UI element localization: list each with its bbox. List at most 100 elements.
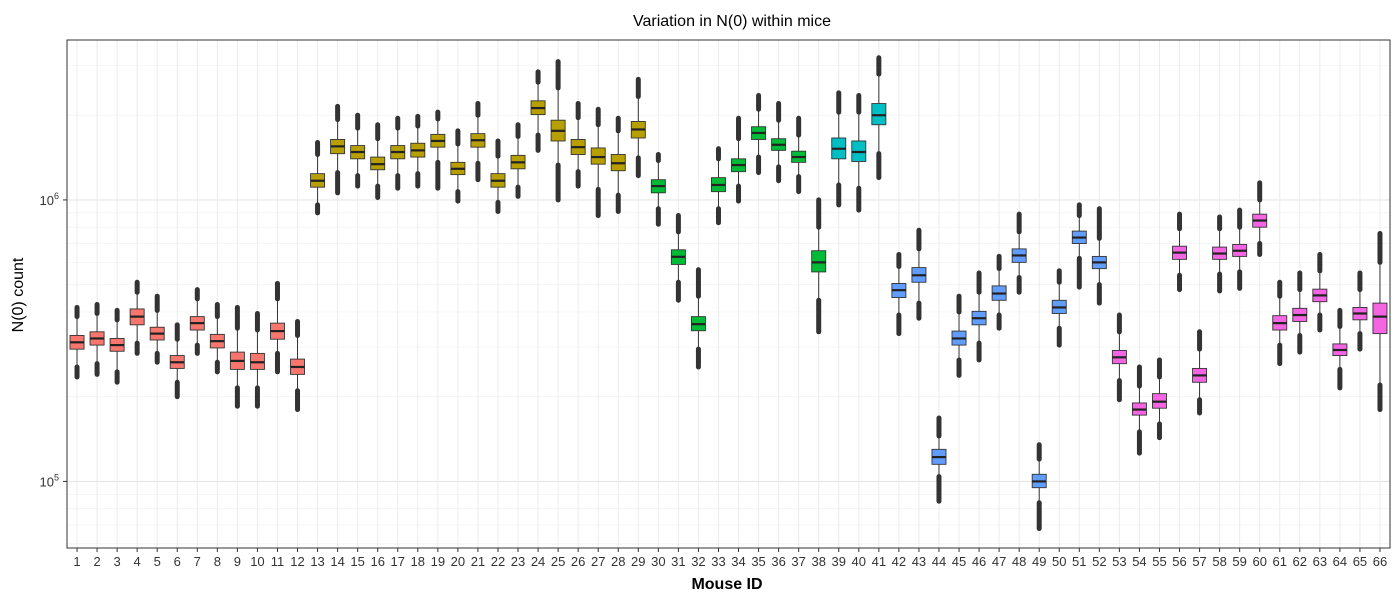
box-mouse-63 — [1312, 251, 1328, 333]
box-mouse-6 — [169, 322, 185, 400]
x-tick-label: 46 — [972, 554, 986, 569]
box-mouse-45 — [951, 293, 967, 378]
chart-title: Variation in N(0) within mice — [633, 13, 831, 30]
x-tick-label: 39 — [832, 554, 846, 569]
x-tick-label: 7 — [194, 554, 201, 569]
box-mouse-62 — [1292, 270, 1308, 355]
x-tick-label: 16 — [370, 554, 384, 569]
box-mouse-2 — [89, 302, 105, 377]
box-mouse-5 — [149, 293, 165, 365]
box-mouse-49 — [1031, 442, 1047, 532]
box-mouse-50 — [1051, 268, 1067, 348]
x-tick-label: 10 — [250, 554, 264, 569]
x-tick-label: 2 — [93, 554, 100, 569]
x-tick-label: 57 — [1192, 554, 1206, 569]
panel-border — [66, 39, 1391, 549]
box-mouse-20 — [450, 128, 466, 204]
box-mouse-1 — [69, 304, 85, 380]
x-tick-label: 1 — [73, 554, 80, 569]
box-mouse-59 — [1232, 207, 1248, 291]
box-mouse-10 — [249, 310, 265, 409]
box-mouse-57 — [1192, 329, 1208, 416]
box-mouse-41 — [871, 55, 887, 181]
x-tick-label: 58 — [1212, 554, 1226, 569]
x-tick-label: 41 — [872, 554, 886, 569]
box-mouse-13 — [310, 139, 326, 216]
box-mouse-33 — [711, 146, 726, 226]
box-mouse-64 — [1332, 307, 1348, 391]
box-mouse-46 — [971, 270, 987, 363]
box-mouse-22 — [490, 138, 506, 214]
box-mouse-58 — [1212, 214, 1228, 294]
x-tick-label: 38 — [811, 554, 825, 569]
x-tick-label: 20 — [451, 554, 465, 569]
box-mouse-12 — [290, 318, 305, 413]
x-tick-label: 50 — [1052, 554, 1066, 569]
x-tick-label: 26 — [571, 554, 585, 569]
x-tick-label: 22 — [491, 554, 505, 569]
box-mouse-7 — [189, 287, 205, 356]
x-tick-label: 24 — [531, 554, 545, 569]
panel-background — [67, 40, 1390, 548]
box-mouse-51 — [1071, 202, 1087, 290]
x-tick-label: 4 — [134, 554, 141, 569]
x-tick-label: 63 — [1313, 554, 1327, 569]
box-mouse-8 — [209, 302, 225, 375]
x-tick-label: 18 — [411, 554, 425, 569]
boxes — [69, 55, 1388, 532]
grid — [67, 40, 1390, 548]
x-tick-label: 36 — [771, 554, 785, 569]
x-tick-label: 43 — [912, 554, 926, 569]
x-tick-label: 19 — [431, 554, 445, 569]
box-mouse-38 — [811, 197, 827, 335]
x-tick-label: 34 — [731, 554, 745, 569]
x-tick-label: 25 — [551, 554, 565, 569]
y-tick-label: 105 — [40, 472, 59, 489]
box-mouse-48 — [1011, 211, 1027, 295]
x-tick-label: 55 — [1152, 554, 1166, 569]
box-mouse-11 — [270, 280, 285, 375]
box-iqr — [1372, 302, 1388, 335]
x-tick-label: 62 — [1293, 554, 1307, 569]
x-tick-label: 61 — [1273, 554, 1287, 569]
box-mouse-25 — [550, 59, 566, 203]
box-mouse-16 — [370, 122, 386, 201]
box-mouse-37 — [791, 115, 807, 195]
x-tick-label: 15 — [350, 554, 364, 569]
box-mouse-28 — [610, 115, 626, 214]
box-mouse-54 — [1131, 364, 1147, 456]
x-tick-label: 45 — [952, 554, 966, 569]
x-axis-label: Mouse ID — [691, 576, 762, 593]
x-tick-label: 44 — [932, 554, 946, 569]
box-mouse-15 — [350, 112, 366, 189]
box-mouse-9 — [229, 304, 245, 409]
box-mouse-44 — [931, 415, 947, 504]
x-tick-label: 48 — [1012, 554, 1026, 569]
x-tick-label: 31 — [671, 554, 685, 569]
x-tick-label: 35 — [751, 554, 765, 569]
x-tick-label: 8 — [214, 554, 221, 569]
x-tick-label: 5 — [154, 554, 161, 569]
x-tick-label: 54 — [1132, 554, 1146, 569]
box-mouse-17 — [390, 115, 406, 191]
x-tick-label: 27 — [591, 554, 605, 569]
x-tick-label: 30 — [651, 554, 665, 569]
box-mouse-18 — [410, 113, 426, 189]
x-tick-label: 59 — [1232, 554, 1246, 569]
box-mouse-34 — [731, 115, 746, 204]
x-tick-label: 66 — [1373, 554, 1387, 569]
x-tick-label: 52 — [1092, 554, 1106, 569]
box-mouse-30 — [650, 152, 666, 227]
box-mouse-43 — [911, 227, 927, 321]
x-tick-label: 3 — [113, 554, 120, 569]
x-tick-label: 13 — [310, 554, 324, 569]
x-tick-label: 21 — [471, 554, 485, 569]
box-mouse-21 — [470, 101, 486, 183]
box-mouse-27 — [590, 106, 606, 219]
x-tick-label: 53 — [1112, 554, 1126, 569]
x-tick-label: 60 — [1252, 554, 1266, 569]
box-mouse-60 — [1252, 180, 1268, 257]
box-mouse-47 — [991, 253, 1007, 331]
